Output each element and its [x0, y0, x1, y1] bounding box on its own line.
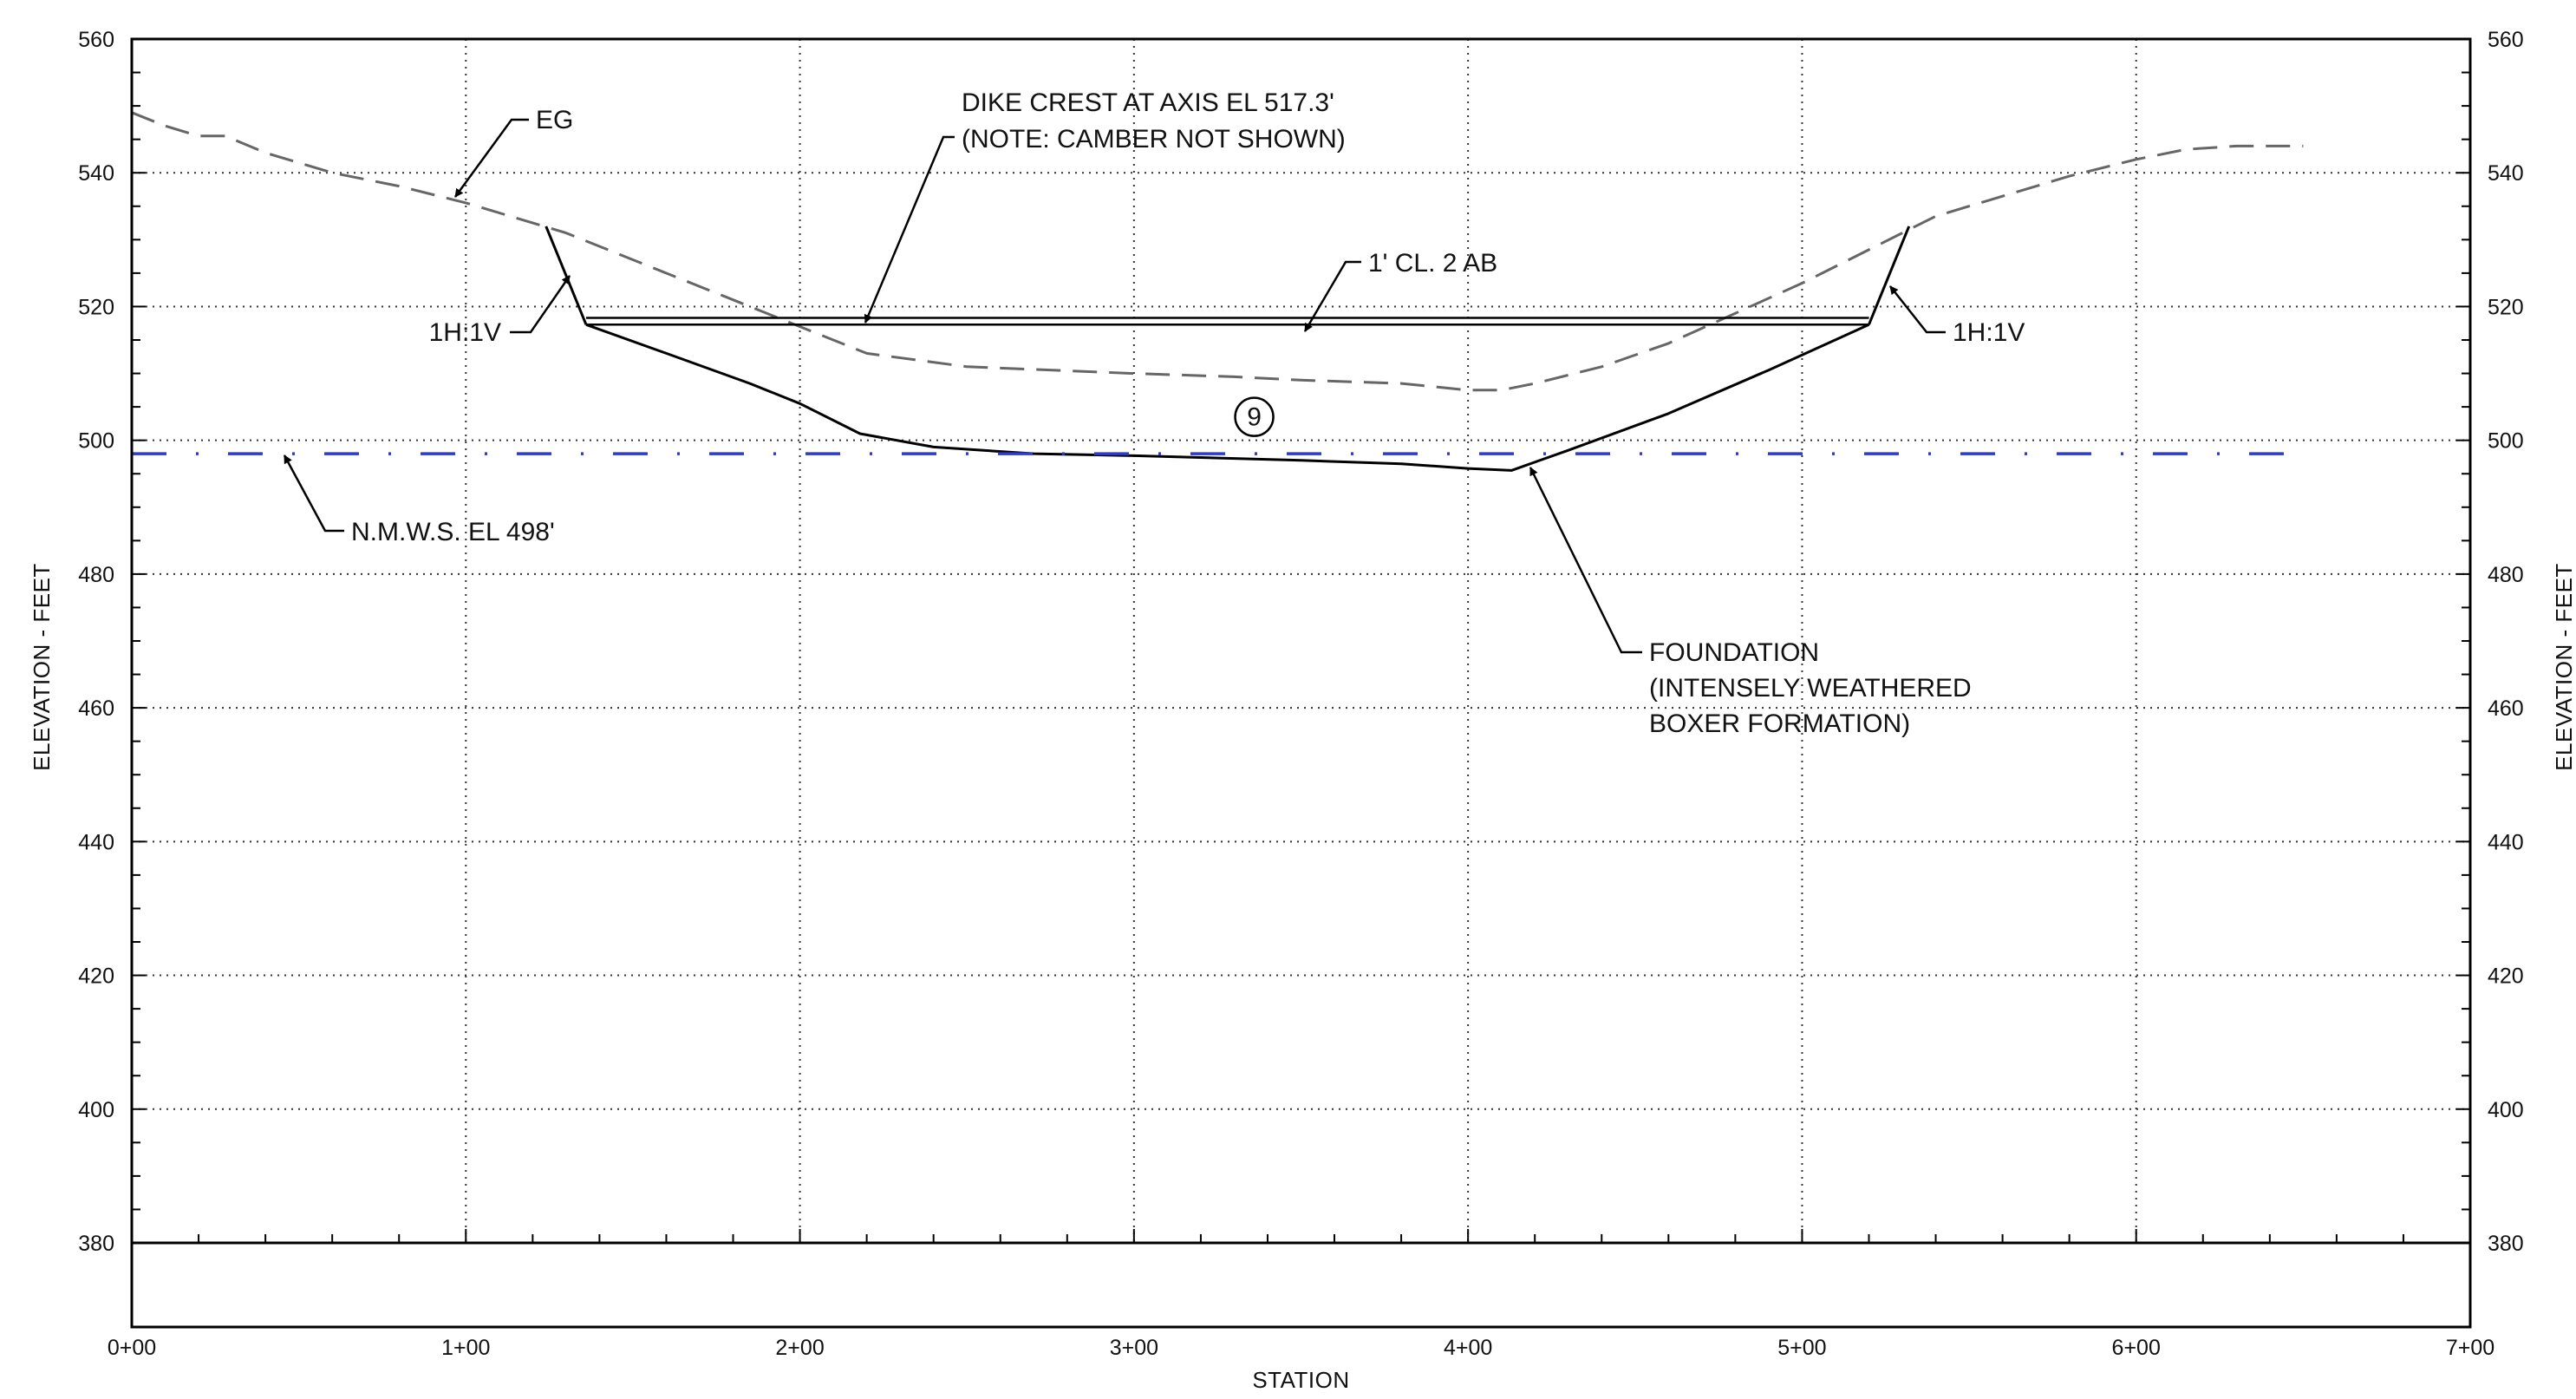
label-foundation: FOUNDATION	[1649, 638, 1819, 667]
x-tick-label: 3+00	[1110, 1336, 1158, 1360]
label-water-surface: N.M.W.S. EL 498'	[351, 518, 555, 546]
section-marker-label: 9	[1247, 403, 1262, 432]
y-tick-label-right: 460	[2488, 696, 2524, 721]
x-tick-label: 0+00	[108, 1336, 156, 1360]
frame-layer	[130, 37, 2472, 1329]
leader-slope-left	[510, 275, 571, 334]
series-layer	[131, 111, 2304, 472]
x-tick-label: 4+00	[1444, 1336, 1492, 1360]
annotations-layer: 9 EG DIKE CREST AT AXIS EL 517.3' (NOTE: CA…	[283, 88, 2025, 738]
label-dike-crest: (NOTE: CAMBER NOT SHOWN)	[962, 125, 1346, 154]
y-tick-label-right: 560	[2488, 28, 2524, 52]
y-tick-label-left: 480	[78, 563, 114, 587]
y-tick-label-right: 500	[2488, 429, 2524, 454]
y-tick-label-left: 440	[78, 830, 114, 854]
y-tick-label-left: 460	[78, 696, 114, 721]
y-tick-label-right: 480	[2488, 563, 2524, 587]
y-tick-label-left: 560	[78, 28, 114, 52]
label-slope-right: 1H:1V	[1953, 318, 2025, 347]
foundation-line	[585, 323, 1870, 472]
y-tick-label-left: 380	[78, 1232, 114, 1256]
y-tick-label-right: 520	[2488, 295, 2524, 319]
x-tick-label: 1+00	[441, 1336, 490, 1360]
label-dike-crest: DIKE CREST AT AXIS EL 517.3'	[962, 88, 1334, 117]
y-axis-title-right: ELEVATION - FEET	[2551, 563, 2576, 771]
y-tick-label-right: 380	[2488, 1232, 2524, 1256]
dike-left-slope	[545, 226, 588, 325]
x-tick-label: 6+00	[2112, 1336, 2161, 1360]
y-tick-label-left: 540	[78, 161, 114, 186]
plot-frame	[130, 37, 2472, 1329]
label-foundation: (INTENSELY WEATHERED	[1649, 674, 1972, 703]
grid-layer	[132, 39, 2470, 1243]
x-axis-title: STATION	[1252, 1367, 1349, 1393]
leader-aggregate-base	[1303, 260, 1361, 332]
y-tick-label-left: 400	[78, 1098, 114, 1122]
label-foundation: BOXER FORMATION)	[1649, 709, 1910, 738]
y-tick-label-left: 420	[78, 964, 114, 989]
ticks-layer	[131, 38, 2471, 1244]
leader-foundation	[1529, 467, 1642, 654]
x-tick-label: 5+00	[1777, 1336, 1826, 1360]
section-marker-circle	[1234, 396, 1275, 437]
labels-layer: 380 380 400 400 420 420 440 440 460 460 480 480 500 5…	[29, 28, 2576, 1393]
x-tick-label: 7+00	[2446, 1336, 2494, 1360]
y-axis-title-left: ELEVATION - FEET	[29, 563, 55, 771]
leader-water-surface	[283, 454, 344, 533]
y-tick-label-right: 440	[2488, 830, 2524, 854]
label-aggregate-base: 1' CL. 2 AB	[1368, 249, 1497, 278]
y-tick-label-right: 420	[2488, 964, 2524, 989]
leader-eg	[453, 118, 529, 198]
y-tick-label-right: 400	[2488, 1098, 2524, 1122]
y-tick-label-left: 520	[78, 295, 114, 319]
existing-ground-line	[131, 111, 2304, 392]
leader-slope-right	[1889, 285, 1946, 334]
y-tick-label-right: 540	[2488, 161, 2524, 186]
x-tick-label: 2+00	[775, 1336, 824, 1360]
leader-dike-crest	[864, 135, 955, 324]
dike-right-slope	[1868, 226, 1911, 325]
label-slope-left: 1H:1V	[429, 318, 501, 347]
y-tick-label-left: 500	[78, 429, 114, 454]
label-eg: EG	[536, 106, 573, 134]
